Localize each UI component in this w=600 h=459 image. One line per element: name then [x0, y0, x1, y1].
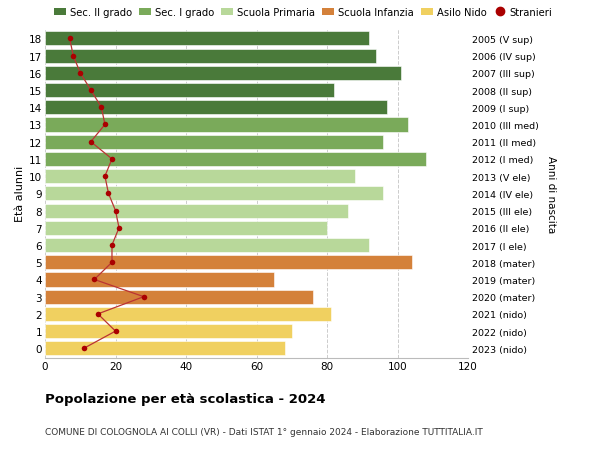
Y-axis label: Età alunni: Età alunni [15, 166, 25, 222]
Bar [45, 152, 426, 167]
Point [104, 190, 113, 197]
Bar [45, 341, 285, 356]
Text: COMUNE DI COLOGNOLA AI COLLI (VR) - Dati ISTAT 1° gennaio 2024 - Elaborazione TU: COMUNE DI COLOGNOLA AI COLLI (VR) - Dati… [45, 427, 483, 436]
Bar [45, 67, 401, 81]
Point [100, 173, 110, 180]
Bar [45, 118, 408, 132]
Point [97, 104, 106, 112]
Point [107, 259, 117, 266]
Bar [45, 135, 383, 150]
Point [86, 87, 95, 95]
Point [79, 345, 89, 352]
Bar [45, 170, 355, 184]
Bar [45, 238, 370, 252]
Bar [45, 84, 334, 98]
Bar [45, 307, 331, 321]
Y-axis label: Anni di nascita: Anni di nascita [546, 156, 556, 232]
Point [107, 242, 117, 249]
Bar [45, 187, 383, 201]
Point [110, 207, 120, 215]
Point [89, 276, 99, 284]
Text: Popolazione per età scolastica - 2024: Popolazione per età scolastica - 2024 [45, 392, 325, 405]
Bar [45, 50, 376, 63]
Bar [45, 325, 292, 338]
Point [110, 328, 120, 335]
Bar [45, 204, 348, 218]
Bar [45, 221, 327, 235]
Bar [45, 256, 412, 270]
Point [93, 311, 103, 318]
Point [139, 293, 149, 301]
Point [76, 70, 85, 77]
Point [114, 224, 124, 232]
Legend: Sec. II grado, Sec. I grado, Scuola Primaria, Scuola Infanzia, Asilo Nido, Stran: Sec. II grado, Sec. I grado, Scuola Prim… [50, 4, 557, 22]
Bar [45, 101, 387, 115]
Bar [45, 290, 313, 304]
Point [100, 122, 110, 129]
Point [68, 53, 78, 60]
Bar [45, 32, 370, 46]
Point [107, 156, 117, 163]
Point [65, 36, 74, 43]
Point [86, 139, 95, 146]
Bar [45, 273, 274, 287]
